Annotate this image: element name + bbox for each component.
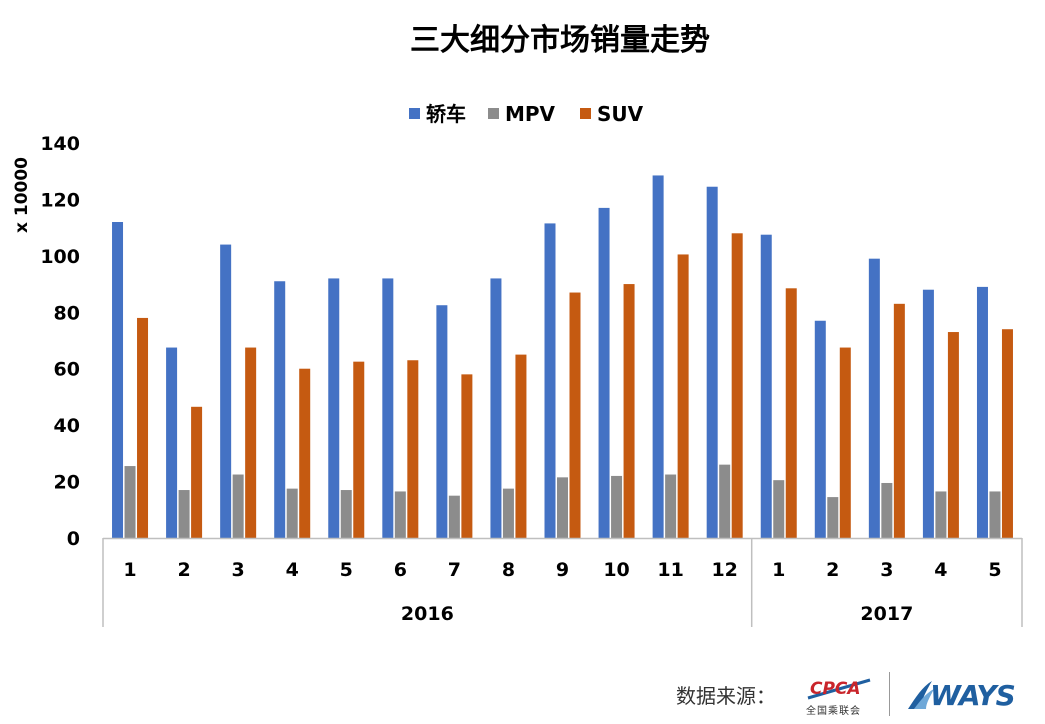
bar-1-16 [989, 491, 1001, 538]
bar-1-15 [935, 491, 947, 538]
y-tick-label-4: 80 [54, 302, 80, 324]
x-tick-label-10: 11 [657, 559, 683, 581]
bar-0-10 [652, 175, 664, 538]
bar-0-12 [760, 234, 772, 538]
x-tick-label-1: 2 [177, 559, 190, 581]
bar-2-6 [461, 374, 473, 538]
bar-1-4 [340, 490, 352, 538]
bar-0-16 [976, 286, 988, 538]
x-tick-label-7: 8 [502, 559, 515, 581]
bar-2-0 [137, 317, 149, 538]
legend-label-1: MPV [505, 102, 556, 126]
x-tick-label-13: 2 [826, 559, 839, 581]
y-axis-label: x 10000 [12, 157, 32, 233]
bar-0-0 [112, 222, 124, 538]
y-tick-label-2: 40 [54, 415, 80, 437]
x-tick-label-11: 12 [711, 559, 737, 581]
y-axis-ticks: 0 20 40 60 80 100 120 140 [40, 133, 80, 550]
bar-2-7 [515, 354, 527, 538]
bar-1-9 [611, 475, 623, 538]
bar-1-12 [773, 480, 785, 538]
bar-1-5 [394, 491, 406, 538]
x-tick-label-5: 6 [394, 559, 407, 581]
y-tick-label-1: 20 [54, 472, 80, 494]
y-tick-label-5: 100 [40, 246, 80, 268]
x-tick-label-2: 3 [232, 559, 245, 581]
bar-2-10 [677, 254, 689, 538]
cpca-logo-subtext: 全国乘联会 [806, 706, 861, 717]
bar-2-1 [191, 406, 203, 538]
x-group-label-0: 2016 [401, 603, 454, 625]
bar-0-14 [868, 258, 880, 538]
bar-1-13 [827, 497, 839, 538]
bar-2-13 [839, 347, 851, 538]
bar-0-4 [328, 278, 340, 538]
bar-2-16 [1001, 329, 1013, 538]
bar-0-3 [274, 281, 286, 538]
ways-logo-icon [908, 681, 934, 709]
x-tick-label-15: 4 [934, 559, 947, 581]
source-label: 数据来源： [676, 684, 776, 708]
x-tick-label-14: 3 [880, 559, 893, 581]
legend-label-0: 轿车 [426, 102, 466, 126]
x-tick-label-3: 4 [286, 559, 299, 581]
bar-2-5 [407, 360, 419, 538]
y-tick-label-6: 120 [40, 189, 80, 211]
x-tick-label-9: 10 [603, 559, 629, 581]
bar-1-11 [719, 464, 731, 538]
legend-swatch-1 [488, 108, 499, 119]
y-tick-label-3: 60 [54, 359, 80, 381]
bar-2-9 [623, 284, 635, 538]
bar-1-8 [557, 477, 568, 538]
x-tick-label-12: 1 [772, 559, 785, 581]
logo-divider [889, 672, 890, 716]
bar-0-15 [922, 289, 934, 538]
bar-1-7 [502, 488, 514, 539]
bar-2-4 [353, 361, 365, 538]
legend-label-2: SUV [597, 102, 644, 126]
bar-0-8 [544, 223, 556, 538]
x-tick-label-8: 9 [556, 559, 569, 581]
bar-1-10 [665, 474, 677, 538]
bar-1-1 [178, 490, 190, 538]
bar-1-14 [881, 482, 893, 538]
bar-0-9 [598, 207, 610, 538]
bar-1-3 [286, 488, 298, 539]
chart-title: 三大细分市场销量走势 [410, 23, 710, 58]
cpca-logo-text: CPCA [810, 679, 861, 699]
bar-2-12 [785, 288, 797, 538]
bar-0-6 [436, 305, 448, 538]
bar-0-1 [166, 347, 178, 538]
x-tick-label-16: 5 [988, 559, 1001, 581]
bar-1-6 [448, 495, 460, 538]
x-tick-label-6: 7 [448, 559, 461, 581]
x-tick-label-4: 5 [340, 559, 353, 581]
bar-0-5 [382, 278, 394, 538]
bar-2-14 [893, 303, 905, 538]
legend-swatch-2 [580, 108, 591, 119]
cpca-logo-icon [806, 678, 872, 700]
x-tick-label-0: 1 [123, 559, 136, 581]
bar-2-15 [947, 332, 959, 538]
bar-2-2 [245, 347, 257, 538]
x-group-label-1: 2017 [860, 603, 913, 625]
y-tick-label-0: 0 [67, 528, 80, 550]
bar-2-8 [569, 292, 581, 538]
bar-1-0 [124, 466, 136, 538]
y-tick-label-7: 140 [40, 133, 80, 155]
legend-swatch-0 [409, 108, 420, 119]
bar-0-13 [814, 320, 826, 538]
bar-2-3 [299, 368, 311, 538]
bar-2-11 [731, 233, 743, 539]
bar-0-7 [490, 278, 502, 538]
legend: 轿车 MPV SUV [409, 102, 644, 126]
bar-1-2 [232, 474, 244, 538]
bar-0-11 [706, 186, 718, 539]
bars [112, 175, 1013, 539]
ways-logo-text: WAYS [930, 679, 1016, 712]
bar-0-2 [220, 244, 232, 538]
